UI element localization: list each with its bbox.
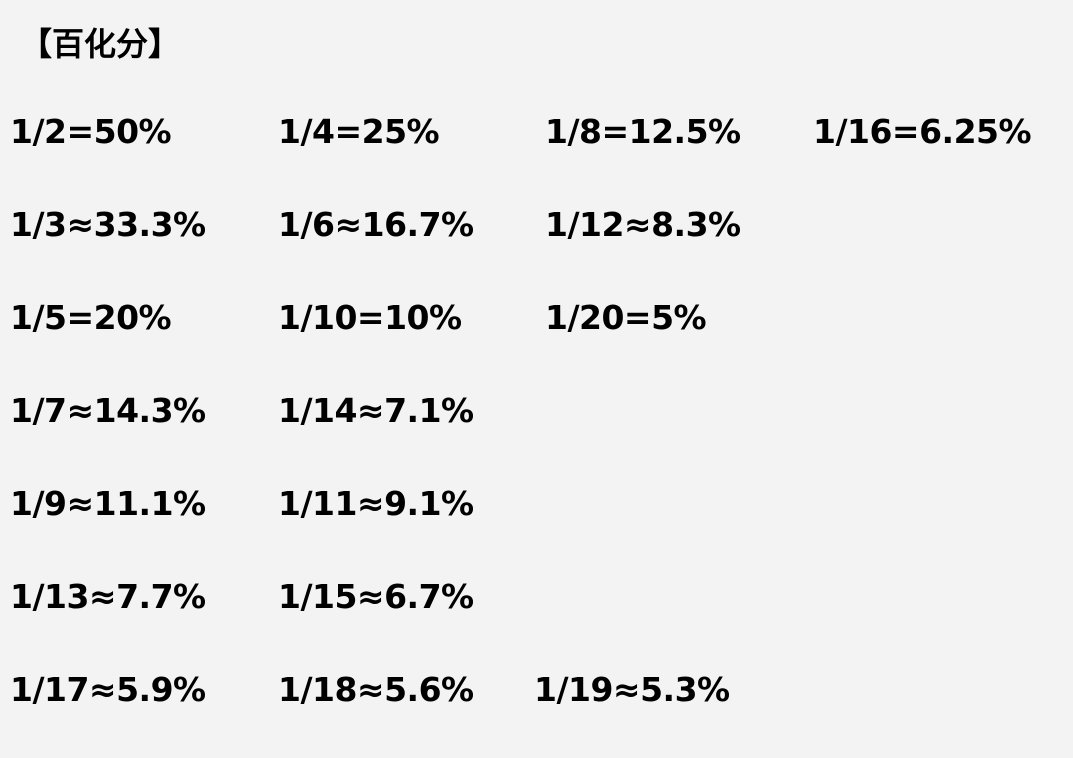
conversion-item: 1/13≈7.7% — [10, 577, 206, 616]
conversion-item: 1/15≈6.7% — [278, 577, 474, 616]
conversion-item: 1/9≈11.1% — [10, 484, 206, 523]
conversion-item: 1/2=50% — [10, 112, 172, 151]
conversion-item: 1/4=25% — [278, 112, 440, 151]
conversion-item: 1/8=12.5% — [545, 112, 741, 151]
conversion-item: 1/16=6.25% — [813, 112, 1032, 151]
conversion-item: 1/11≈9.1% — [278, 484, 474, 523]
conversion-item: 1/10=10% — [278, 298, 462, 337]
conversion-item: 1/19≈5.3% — [534, 670, 730, 709]
conversion-item: 1/14≈7.1% — [278, 391, 474, 430]
conversion-item: 1/20=5% — [545, 298, 707, 337]
conversion-item: 1/17≈5.9% — [10, 670, 206, 709]
conversion-item: 1/18≈5.6% — [278, 670, 474, 709]
conversion-item: 1/6≈16.7% — [278, 205, 474, 244]
conversion-item: 1/7≈14.3% — [10, 391, 206, 430]
conversion-item: 1/12≈8.3% — [545, 205, 741, 244]
conversion-item: 1/3≈33.3% — [10, 205, 206, 244]
page-title: 【百化分】 — [20, 25, 181, 63]
conversion-item: 1/5=20% — [10, 298, 172, 337]
